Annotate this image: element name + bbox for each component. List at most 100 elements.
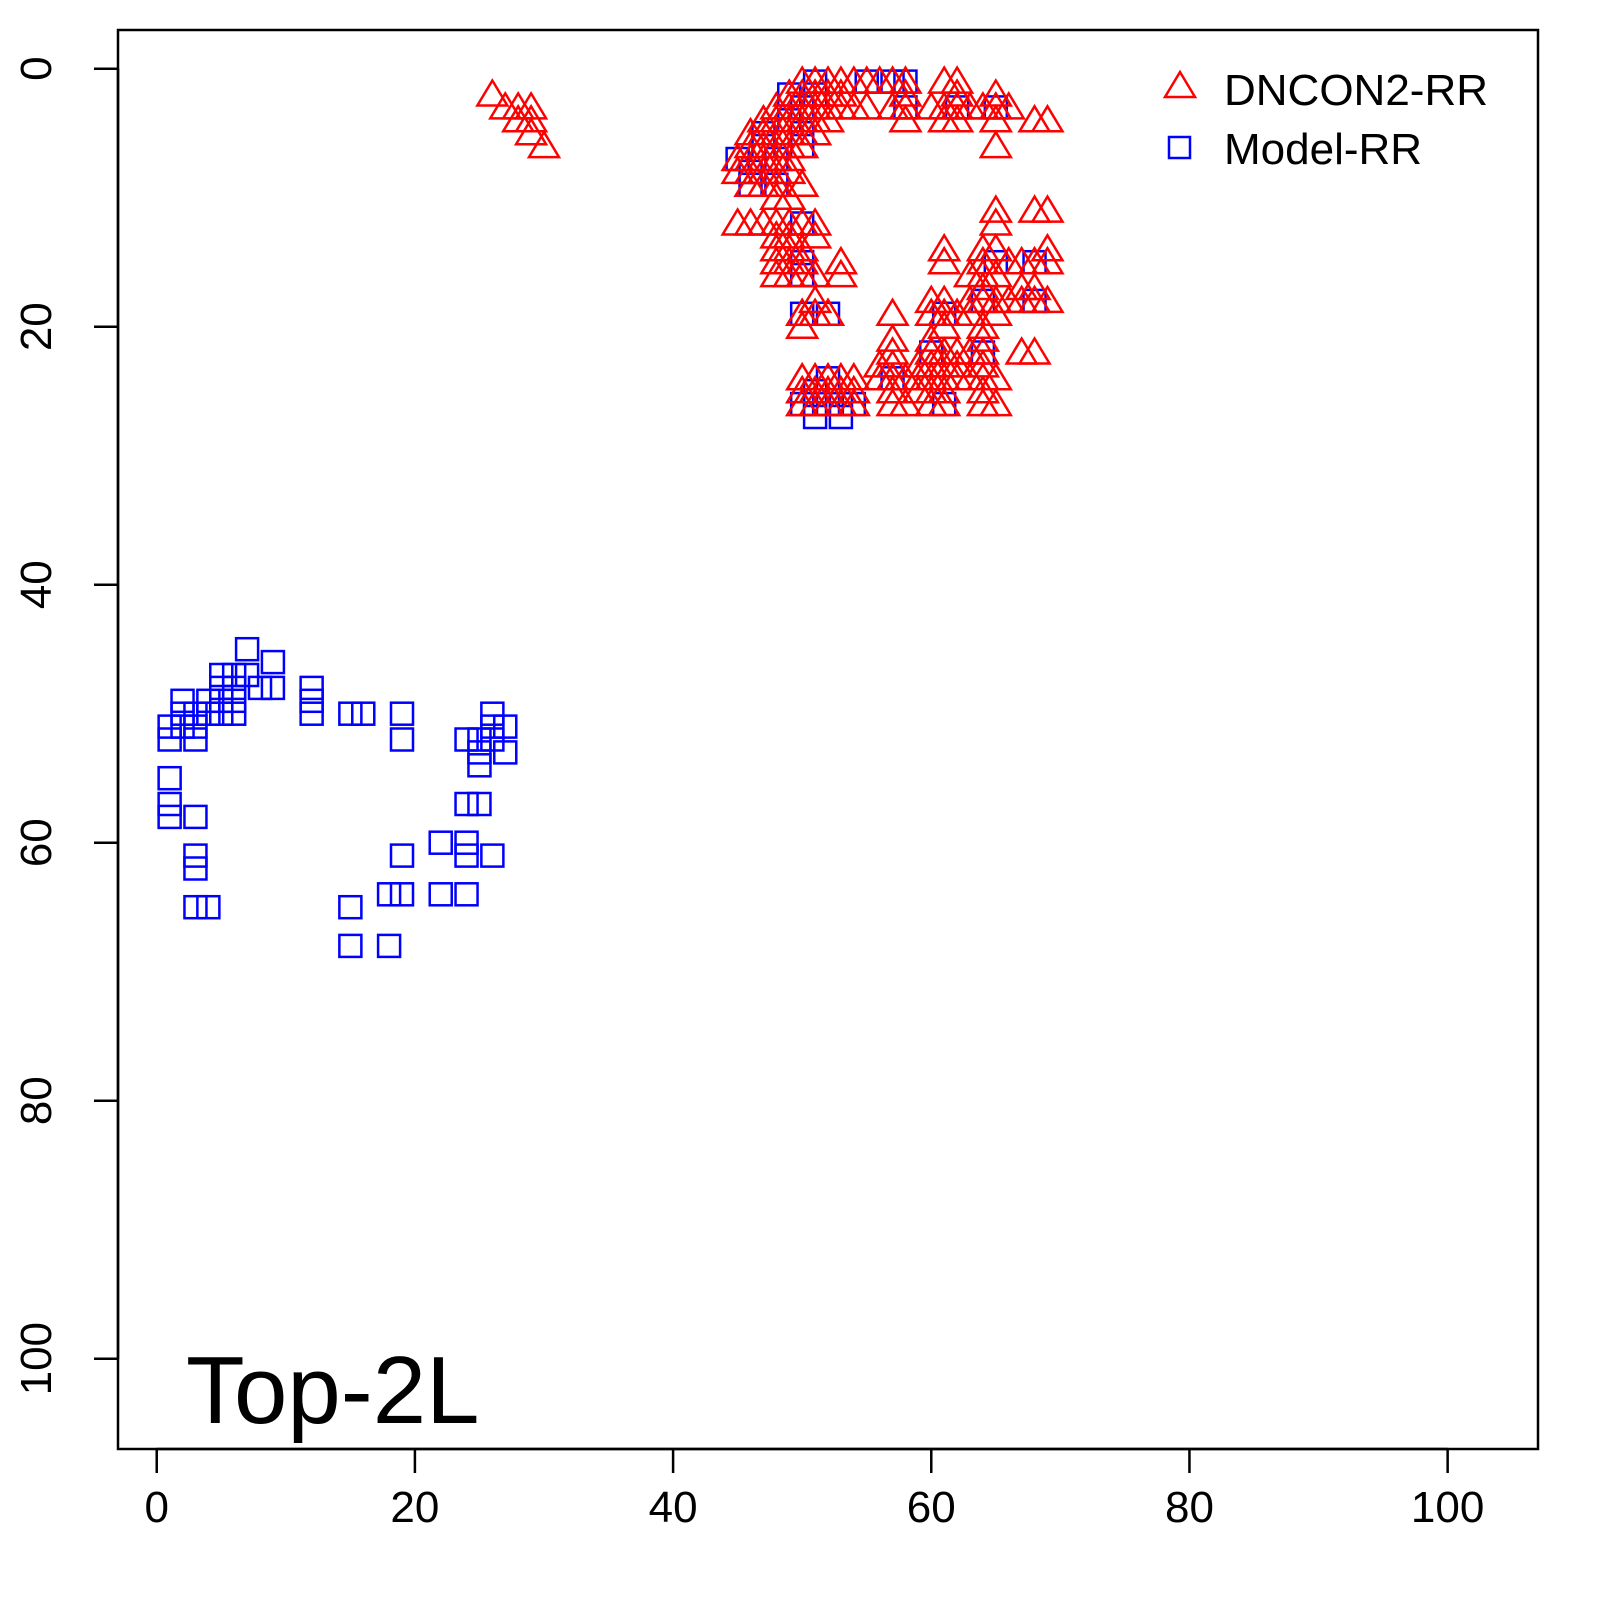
triangle-point xyxy=(978,129,1014,159)
triangle-point xyxy=(978,387,1014,417)
square-point xyxy=(480,843,505,868)
square-point xyxy=(157,727,182,752)
triangle-point xyxy=(875,297,910,327)
square-point xyxy=(299,701,324,726)
triangle-point xyxy=(772,142,807,172)
square-point xyxy=(157,714,182,739)
triangle-point xyxy=(926,232,962,262)
square-point xyxy=(376,933,402,959)
x-tick-label: 20 xyxy=(390,1483,439,1532)
square-point xyxy=(234,662,260,688)
triangle-point xyxy=(1030,194,1065,223)
triangle-point xyxy=(823,258,859,288)
triangle-point xyxy=(952,297,988,327)
triangle-point xyxy=(759,168,794,198)
legend: DNCON2-RR Model-RR xyxy=(1162,66,1488,174)
triangle-point xyxy=(784,168,820,198)
triangle-point xyxy=(823,245,859,275)
triangle-point xyxy=(939,103,975,133)
square-point xyxy=(221,701,247,726)
triangle-point xyxy=(965,374,1001,404)
square-point xyxy=(467,753,492,778)
square-point xyxy=(170,714,195,739)
square-point xyxy=(389,882,415,907)
square-point xyxy=(480,714,505,739)
square-point xyxy=(157,804,182,830)
square-point xyxy=(209,701,234,726)
triangle-point xyxy=(849,90,884,120)
triangle-point xyxy=(926,387,962,417)
triangle-point xyxy=(965,271,1001,301)
square-point xyxy=(454,830,479,855)
triangle-point xyxy=(797,284,833,314)
triangle-point xyxy=(513,116,549,146)
square-point xyxy=(170,688,195,714)
triangle-point xyxy=(888,90,923,120)
square-point xyxy=(234,636,260,662)
triangle-point xyxy=(1030,232,1065,262)
triangle-point xyxy=(1030,284,1065,314)
triangle-point xyxy=(784,245,820,275)
triangle-point xyxy=(991,90,1026,120)
triangle-point xyxy=(978,194,1014,223)
triangle-point xyxy=(888,387,923,417)
x-tick-label: 100 xyxy=(1411,1483,1484,1532)
triangle-point xyxy=(1030,245,1065,275)
square-point xyxy=(454,727,479,752)
y-tick-label: 100 xyxy=(12,1322,61,1395)
square-point xyxy=(247,675,273,701)
square-point xyxy=(428,830,453,855)
triangle-point xyxy=(797,116,833,146)
square-point xyxy=(299,688,324,714)
triangle-point xyxy=(926,374,962,404)
square-point xyxy=(183,856,208,881)
triangle-point xyxy=(784,310,820,339)
square-point xyxy=(376,882,402,907)
y-tick-label: 20 xyxy=(12,302,61,351)
legend-triangle-marker xyxy=(1162,69,1198,99)
square-point xyxy=(183,843,208,868)
triangle-point xyxy=(836,387,872,417)
square-point xyxy=(209,662,234,688)
square-point xyxy=(389,843,415,868)
x-tick-label: 80 xyxy=(1165,1483,1214,1532)
square-point xyxy=(196,894,221,920)
triangle-point xyxy=(810,297,846,327)
markers-layer xyxy=(157,65,1065,959)
square-point xyxy=(196,688,221,714)
square-point xyxy=(221,675,247,701)
square-point xyxy=(183,701,208,726)
square-point xyxy=(802,404,828,430)
triangle-point xyxy=(926,245,962,275)
square-point xyxy=(828,404,854,430)
square-point xyxy=(209,688,234,714)
x-tick-label: 60 xyxy=(907,1483,956,1532)
square-point xyxy=(454,882,479,907)
y-tick-label: 80 xyxy=(12,1076,61,1125)
y-tick-label: 40 xyxy=(12,560,61,609)
x-tick-label: 0 xyxy=(144,1483,168,1532)
square-point xyxy=(389,701,415,726)
square-point xyxy=(183,727,208,752)
legend-label-model: Model-RR xyxy=(1224,125,1422,174)
square-point xyxy=(338,701,363,726)
triangle-point xyxy=(1017,336,1052,365)
triangle-point xyxy=(875,374,910,404)
square-point xyxy=(183,714,208,739)
square-point xyxy=(157,765,182,791)
square-point xyxy=(493,714,518,739)
triangle-point xyxy=(1017,271,1052,301)
triangle-point xyxy=(810,103,846,133)
square-point xyxy=(454,791,479,817)
axes: 0 20 40 60 80 100 0 20 40 60 80 100 xyxy=(12,56,1484,1532)
triangle-point xyxy=(797,207,833,236)
square-point xyxy=(480,701,505,726)
square-point xyxy=(221,662,247,688)
square-point xyxy=(260,649,286,675)
square-point xyxy=(183,804,208,830)
square-point xyxy=(338,933,363,959)
square-point xyxy=(467,740,492,765)
triangle-point xyxy=(526,129,562,159)
square-point xyxy=(467,727,492,752)
